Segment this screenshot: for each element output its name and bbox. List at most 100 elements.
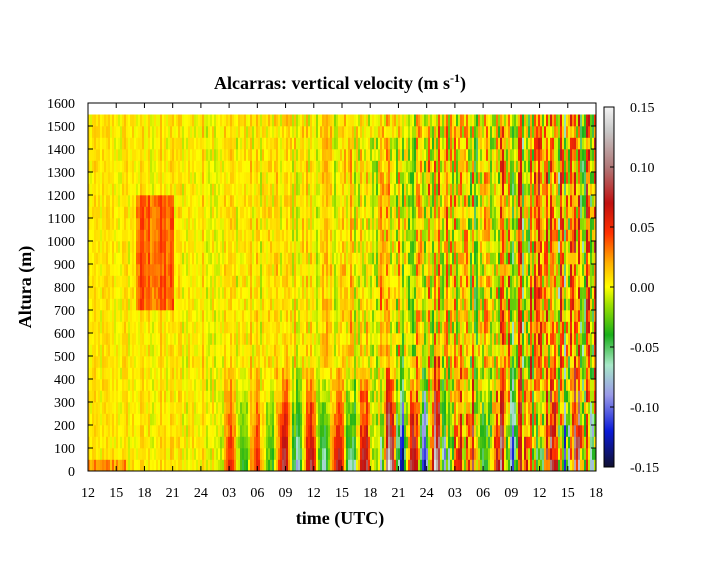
heatmap-cell [320, 356, 323, 368]
heatmap-cell [238, 241, 241, 253]
heatmap-cell [232, 459, 235, 472]
heatmap-cell [284, 402, 287, 414]
heatmap-cell [278, 402, 281, 414]
heatmap-cell [368, 436, 371, 449]
heatmap-cell [178, 321, 181, 334]
heatmap-cell [224, 413, 227, 426]
heatmap-cell [138, 275, 141, 288]
heatmap-cell [152, 344, 155, 357]
heatmap-cell [332, 436, 335, 449]
heatmap-cell [186, 252, 189, 265]
heatmap-cell [154, 137, 157, 150]
heatmap-cell [90, 436, 93, 449]
heatmap-cell [164, 333, 167, 345]
heatmap-cell [402, 379, 405, 391]
heatmap-cell [350, 160, 353, 173]
heatmap-cell [282, 298, 285, 311]
heatmap-cell [346, 160, 349, 173]
heatmap-cell [392, 206, 395, 219]
heatmap-cell [278, 229, 281, 242]
heatmap-cell [248, 436, 251, 449]
heatmap-cell [380, 172, 383, 184]
heatmap-cell [274, 413, 277, 426]
heatmap-cell [126, 206, 129, 219]
heatmap-cell [116, 298, 119, 311]
heatmap-cell [206, 183, 209, 196]
heatmap-cell [378, 114, 381, 127]
heatmap-cell [222, 402, 225, 414]
heatmap-cell [204, 160, 207, 173]
heatmap-cell [384, 333, 387, 345]
heatmap-cell [250, 459, 253, 472]
heatmap-cell [248, 310, 251, 322]
heatmap-cell [188, 459, 191, 472]
heatmap-cell [312, 390, 315, 403]
heatmap-cell [404, 356, 407, 368]
heatmap-cell [346, 172, 349, 184]
heatmap-cell [154, 436, 157, 449]
heatmap-cell [324, 436, 327, 449]
heatmap-cell [356, 252, 359, 265]
heatmap-cell [120, 367, 123, 380]
heatmap-cell [292, 172, 295, 184]
heatmap-cell [364, 413, 367, 426]
heatmap-cell [360, 459, 363, 472]
heatmap-cell [330, 356, 333, 368]
heatmap-cell [176, 448, 179, 460]
heatmap-cell [358, 114, 361, 127]
heatmap-cell [214, 402, 217, 414]
heatmap-cell [240, 229, 243, 242]
heatmap-cell [332, 195, 335, 207]
heatmap-cell [192, 287, 195, 299]
heatmap-cell [88, 448, 91, 460]
heatmap-cell [96, 356, 99, 368]
heatmap-cell [316, 114, 319, 127]
heatmap-cell [240, 241, 243, 253]
heatmap-cell [400, 241, 403, 253]
heatmap-cell [272, 390, 275, 403]
heatmap-cell [244, 344, 247, 357]
heatmap-cell [192, 172, 195, 184]
heatmap-cell [338, 183, 341, 196]
heatmap-cell [234, 149, 237, 161]
heatmap-cell [278, 195, 281, 207]
heatmap-cell [116, 195, 119, 207]
heatmap-cell [146, 160, 149, 173]
heatmap-cell [216, 241, 219, 253]
heatmap-cell [278, 413, 281, 426]
heatmap-cell [374, 436, 377, 449]
heatmap-cell [284, 298, 287, 311]
heatmap-cell [250, 172, 253, 184]
heatmap-cell [372, 137, 375, 150]
heatmap-cell [320, 241, 323, 253]
heatmap-cell [322, 425, 325, 437]
heatmap-cell [294, 310, 297, 322]
heatmap-cell [286, 229, 289, 242]
heatmap-cell [220, 126, 223, 138]
heatmap-cell [174, 287, 177, 299]
heatmap-cell [384, 137, 387, 150]
heatmap-cell [126, 459, 129, 472]
heatmap-cell [116, 183, 119, 196]
heatmap-cell [94, 413, 97, 426]
heatmap-cell [194, 252, 197, 265]
heatmap-cell [408, 206, 411, 219]
heatmap-cell [270, 436, 273, 449]
heatmap-cell [408, 195, 411, 207]
heatmap-cell [188, 114, 191, 127]
heatmap-cell [142, 356, 145, 368]
heatmap-cell [316, 459, 319, 472]
heatmap-cell [138, 367, 141, 380]
heatmap-cell [170, 229, 173, 242]
heatmap-cell [394, 172, 397, 184]
heatmap-cell [268, 264, 271, 276]
heatmap-cell [408, 390, 411, 403]
heatmap-cell [110, 172, 113, 184]
heatmap-cell [134, 149, 137, 161]
heatmap-cell [182, 275, 185, 288]
heatmap-cell [400, 218, 403, 230]
heatmap-cell [166, 137, 169, 150]
heatmap-cell [208, 436, 211, 449]
heatmap-cell [256, 195, 259, 207]
heatmap-cell [140, 114, 143, 127]
